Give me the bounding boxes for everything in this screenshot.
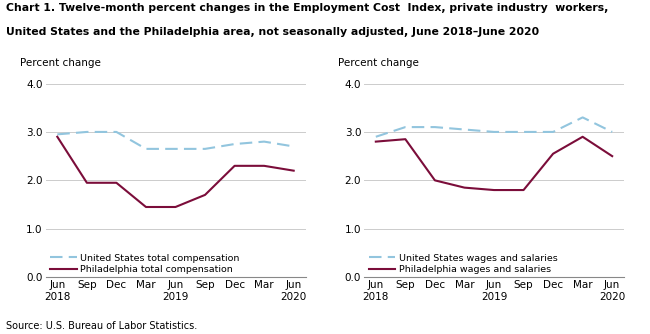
Text: Chart 1. Twelve-month percent changes in the Employment Cost  Index, private ind: Chart 1. Twelve-month percent changes in… <box>6 3 609 13</box>
Legend: United States total compensation, Philadelphia total compensation: United States total compensation, Philad… <box>50 254 240 275</box>
Text: Percent change: Percent change <box>338 58 419 68</box>
Text: Percent change: Percent change <box>20 58 100 68</box>
Legend: United States wages and salaries, Philadelphia wages and salaries: United States wages and salaries, Philad… <box>369 254 558 275</box>
Text: United States and the Philadelphia area, not seasonally adjusted, June 2018–June: United States and the Philadelphia area,… <box>6 27 540 37</box>
Text: Source: U.S. Bureau of Labor Statistics.: Source: U.S. Bureau of Labor Statistics. <box>6 321 198 331</box>
